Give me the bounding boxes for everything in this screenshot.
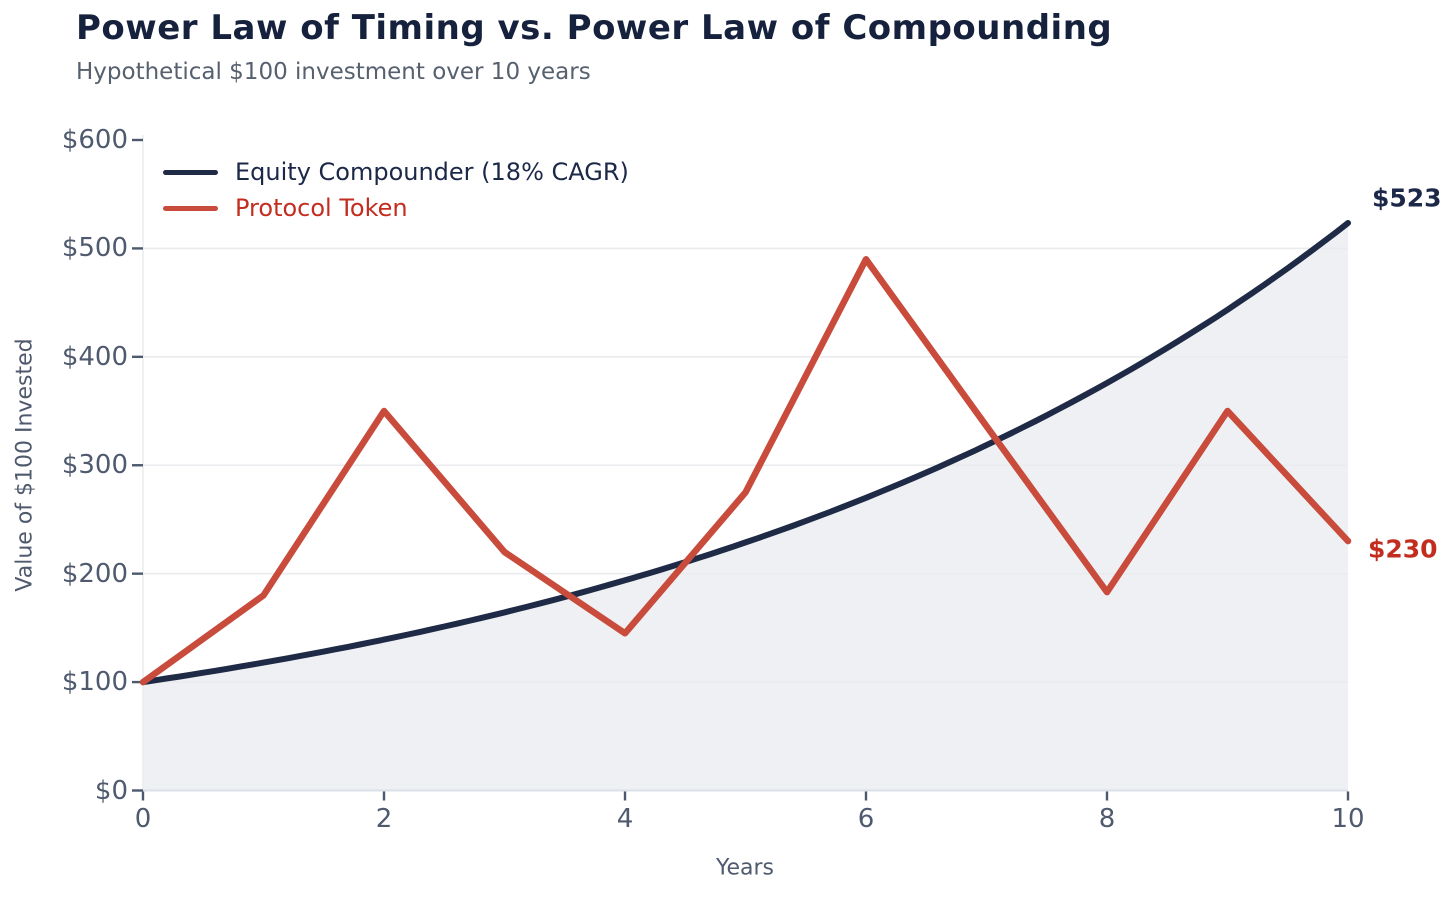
y-tick-label: $200 — [61, 558, 128, 589]
y-tick-label: $0 — [94, 775, 128, 806]
y-tick-label: $100 — [61, 667, 128, 698]
token-line-swatch-icon — [163, 205, 218, 211]
y-tick-label: $300 — [61, 450, 128, 481]
legend-item-equity-compounder: Equity Compounder (18% CAGR) — [163, 154, 629, 190]
x-tick-label: 2 — [375, 804, 393, 834]
legend-label-protocol-token: Protocol Token — [235, 194, 408, 222]
token-end-value-label: $230 — [1368, 534, 1438, 564]
equity-area-fill — [143, 223, 1348, 791]
x-axis-title: Years — [715, 855, 775, 881]
equity-line-swatch-icon — [163, 169, 218, 175]
chart-title: Power Law of Timing vs. Power Law of Com… — [76, 8, 1113, 48]
legend-label-equity-compounder: Equity Compounder (18% CAGR) — [235, 158, 629, 186]
legend: Equity Compounder (18% CAGR) Protocol To… — [163, 154, 629, 226]
chart-subtitle: Hypothetical $100 investment over 10 yea… — [76, 59, 591, 85]
y-tick-label: $400 — [61, 341, 128, 372]
x-tick-label: 8 — [1098, 804, 1116, 834]
x-tick-label: 4 — [616, 804, 634, 834]
y-tick-label: $600 — [61, 125, 128, 155]
x-tick-label: 10 — [1331, 804, 1365, 834]
y-tick-label: $500 — [61, 233, 128, 264]
x-tick-label: 6 — [857, 804, 875, 834]
x-tick-label: 0 — [134, 804, 152, 834]
equity-compounder-line — [140, 220, 1351, 686]
protocol-token-line — [139, 256, 1352, 686]
equity-end-value-label: $523 — [1372, 183, 1442, 213]
legend-item-protocol-token: Protocol Token — [163, 190, 629, 226]
